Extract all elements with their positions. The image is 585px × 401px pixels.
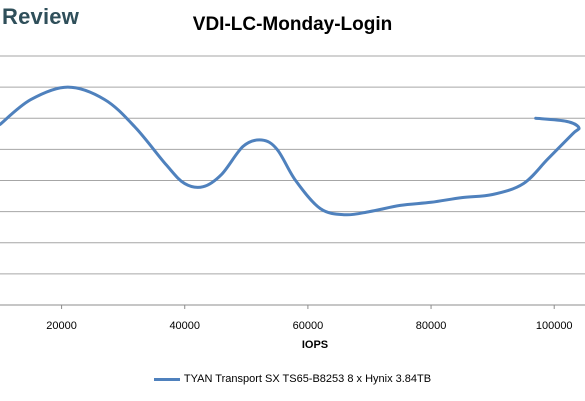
- legend-label: TYAN Transport SX TS65-B8253 8 x Hynix 3…: [183, 373, 432, 385]
- x-tick-label: 100000: [536, 320, 573, 332]
- x-tick-label: 80000: [416, 320, 447, 332]
- x-tick-label: 60000: [293, 320, 324, 332]
- legend-swatch: [153, 377, 180, 381]
- legend: TYAN Transport SX TS65-B8253 8 x Hynix 3…: [0, 373, 585, 385]
- x-tick-label: 20000: [46, 320, 77, 332]
- x-tick-labels: 20000 40000 60000 80000 100000: [46, 305, 573, 332]
- series-line-tyan: [0, 85, 581, 217]
- chart-title: VDI-LC-Monday-Login: [192, 14, 393, 35]
- x-axis-label: IOPS: [302, 339, 328, 351]
- brand-logo: Review: [2, 4, 80, 29]
- x-tick-label: 40000: [169, 320, 200, 332]
- gridlines: [0, 55, 585, 306]
